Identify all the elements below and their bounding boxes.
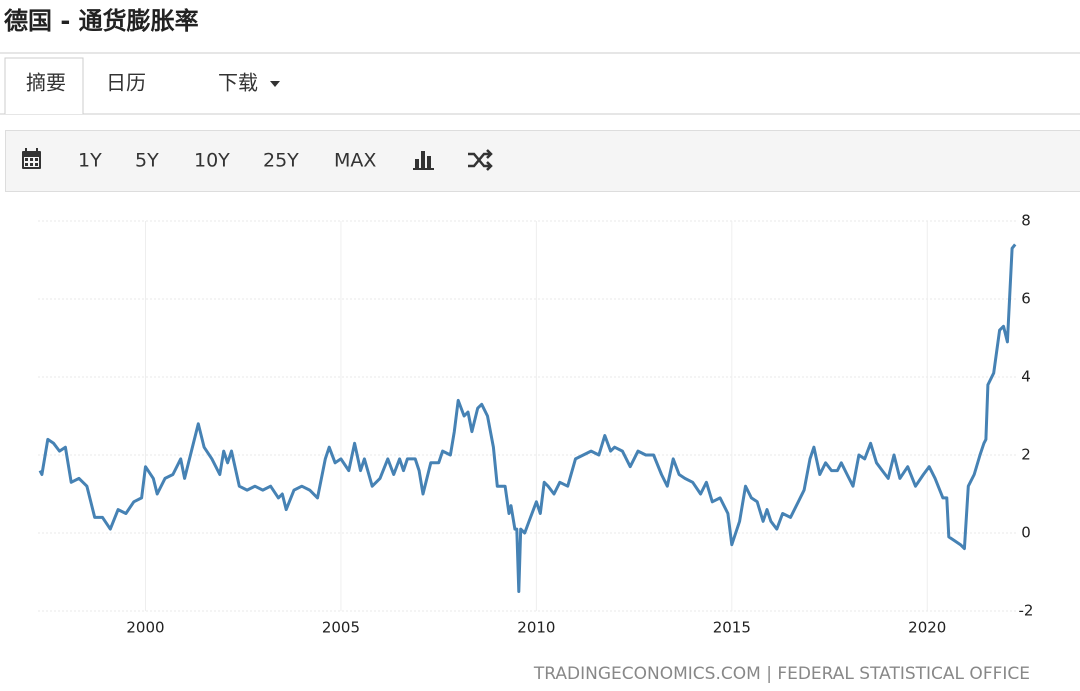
dropdown-caret	[270, 81, 280, 87]
range-button[interactable]: 10Y	[194, 150, 230, 172]
x-tick-label: 2015	[713, 619, 751, 637]
y-tick-label: 6	[1021, 290, 1031, 308]
page-title: 德国 - 通货膨胀率	[4, 7, 199, 35]
y-tick-label: 2	[1021, 446, 1031, 464]
y-tick-label: -2	[1019, 602, 1034, 620]
toolbar	[5, 130, 1080, 192]
data-line	[38, 243, 1017, 593]
x-tick-label: 2000	[126, 619, 164, 637]
tab[interactable]: 摘要	[26, 71, 66, 95]
y-tick-label: 0	[1021, 524, 1031, 542]
source: TRADINGECONOMICS.COM | FEDERAL STATISTIC…	[533, 664, 1030, 684]
calendar-icon[interactable]	[22, 148, 41, 169]
y-tick-label: 8	[1021, 212, 1031, 230]
tab[interactable]: 下载	[218, 71, 258, 95]
range-button[interactable]: 5Y	[135, 150, 159, 172]
tab[interactable]: 日历	[106, 71, 146, 95]
y-tick-label: 4	[1021, 368, 1031, 386]
x-tick-label: 2020	[908, 619, 946, 637]
tab-bar	[0, 53, 1080, 114]
range-button[interactable]: 25Y	[263, 150, 299, 172]
range-button[interactable]: 1Y	[78, 150, 102, 172]
active-tab	[4, 57, 84, 114]
compare-icon[interactable]	[468, 149, 493, 171]
x-tick-label: 2010	[517, 619, 555, 637]
range-button[interactable]: MAX	[334, 150, 376, 172]
chart-type-icon[interactable]	[413, 151, 434, 170]
x-tick-label: 2005	[322, 619, 360, 637]
